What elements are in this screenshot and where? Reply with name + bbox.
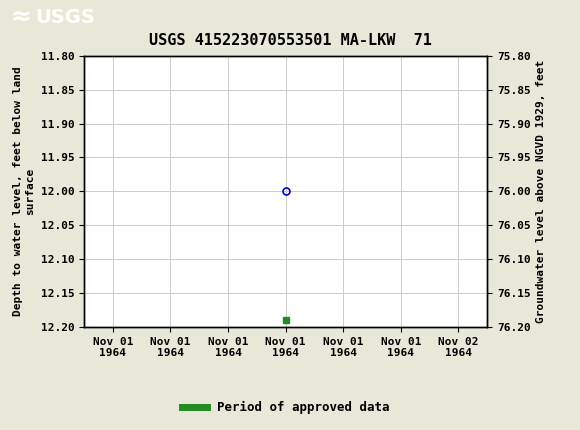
Text: ≈: ≈ [10, 6, 31, 30]
Text: USGS: USGS [35, 8, 95, 27]
Y-axis label: Depth to water level, feet below land
surface: Depth to water level, feet below land su… [13, 67, 35, 316]
Y-axis label: Groundwater level above NGVD 1929, feet: Groundwater level above NGVD 1929, feet [536, 60, 546, 323]
Text: USGS 415223070553501 MA-LKW  71: USGS 415223070553501 MA-LKW 71 [148, 34, 432, 48]
Legend: Period of approved data: Period of approved data [177, 396, 394, 419]
